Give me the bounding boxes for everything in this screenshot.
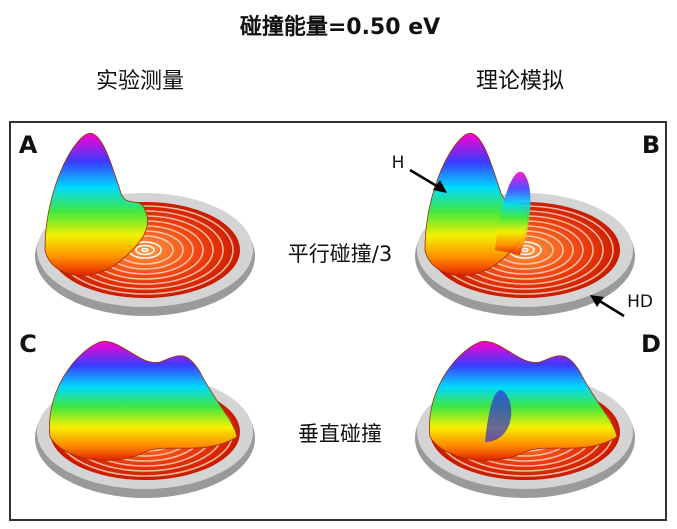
- arrow: [409, 168, 441, 190]
- panel-label: A: [19, 131, 38, 159]
- annotation: HD: [627, 292, 653, 312]
- arrow-head: [433, 180, 447, 193]
- arrow-head: [590, 295, 604, 307]
- panel-label: B: [642, 131, 660, 159]
- column-header: 理论模拟: [476, 69, 564, 94]
- arrow: [597, 298, 625, 318]
- annotation: H: [392, 153, 405, 173]
- title: 碰撞能量=0.50 eV: [240, 14, 440, 40]
- panel-label: C: [19, 330, 37, 358]
- surface-plot: [414, 132, 636, 317]
- label-bg: [290, 420, 390, 450]
- row-label: 垂直碰撞: [298, 422, 382, 446]
- panel-label: D: [641, 330, 661, 358]
- surface-plot: [34, 341, 256, 499]
- label-bg: [278, 240, 402, 270]
- column-header: 实验测量: [96, 69, 184, 94]
- surface-plot: [34, 132, 256, 317]
- row-label: 平行碰撞/3: [288, 242, 392, 266]
- frame: [9, 121, 667, 521]
- surface-plot: [414, 341, 636, 499]
